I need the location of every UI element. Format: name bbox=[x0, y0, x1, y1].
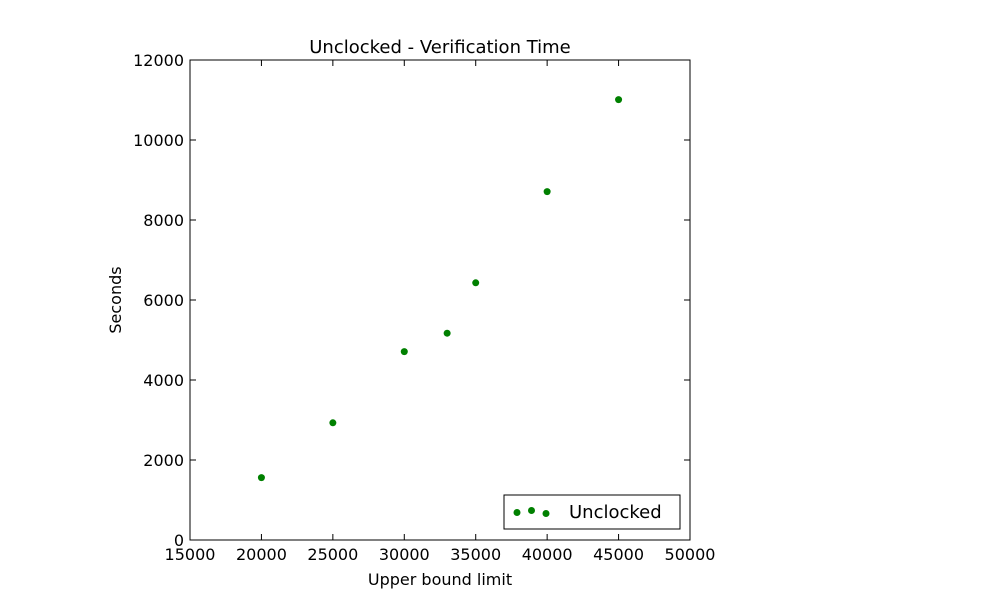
x-tick-label: 15000 bbox=[165, 545, 216, 564]
x-tick-label: 50000 bbox=[665, 545, 716, 564]
legend-entry-label: Unclocked bbox=[569, 502, 662, 523]
legend-marker-point-1 bbox=[513, 509, 521, 516]
legend: Unclocked bbox=[503, 494, 681, 530]
y-tick-label: 8000 bbox=[143, 211, 184, 230]
x-tick-label: 25000 bbox=[307, 545, 358, 564]
x-axis-label: Upper bound limit bbox=[368, 570, 512, 589]
y-axis-ticks: 0 2000 4000 6000 8000 10000 12000 bbox=[133, 51, 690, 550]
x-tick-label: 30000 bbox=[379, 545, 430, 564]
plot-area bbox=[189, 59, 691, 541]
x-tick-label: 45000 bbox=[593, 545, 644, 564]
legend-marker-point-2 bbox=[528, 507, 535, 514]
scatter-point-1-6 bbox=[543, 188, 551, 196]
scatter-point-1-3 bbox=[400, 348, 408, 356]
legend-marker-point-3 bbox=[542, 510, 550, 517]
scatter-point-1-1 bbox=[257, 474, 265, 482]
y-tick-label: 0 bbox=[174, 531, 184, 550]
y-tick-label: 10000 bbox=[133, 131, 184, 150]
x-tick-label: 40000 bbox=[522, 545, 573, 564]
scatter-point-1-5 bbox=[472, 279, 480, 287]
chart-title: Unclocked - Verification Time bbox=[309, 37, 571, 58]
scatter-point-1-4 bbox=[443, 329, 451, 337]
y-tick-label: 2000 bbox=[143, 451, 184, 470]
y-tick-label: 6000 bbox=[143, 291, 184, 310]
y-tick-label: 12000 bbox=[133, 51, 184, 70]
x-axis-ticks: 15000 20000 25000 30000 35000 40000 45000 50000 bbox=[165, 60, 716, 564]
scatter-point-1-2 bbox=[329, 419, 337, 427]
data-points bbox=[257, 96, 623, 482]
scatter-point-1-7 bbox=[615, 96, 623, 104]
y-tick-label: 4000 bbox=[143, 371, 184, 390]
x-tick-label: 20000 bbox=[236, 545, 287, 564]
x-tick-label: 35000 bbox=[450, 545, 501, 564]
y-axis-label: Seconds bbox=[106, 266, 125, 333]
